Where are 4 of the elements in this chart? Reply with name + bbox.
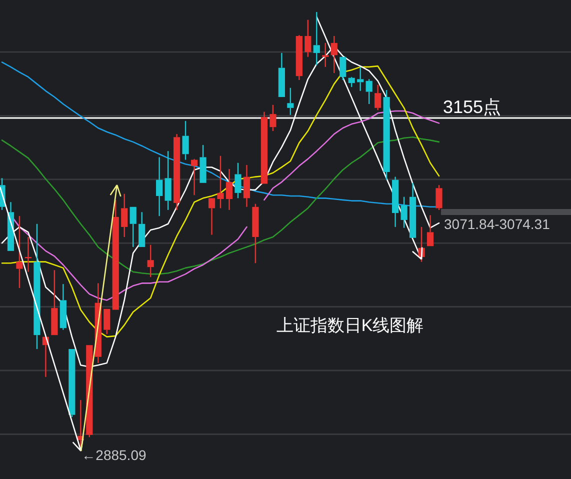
annotation: 3071.84-3074.31 [444,216,550,232]
annotation: ←2885.09 [82,447,146,463]
ref-label: 3155点 [442,96,502,117]
title: 上证指数日K线图解 [276,316,424,335]
